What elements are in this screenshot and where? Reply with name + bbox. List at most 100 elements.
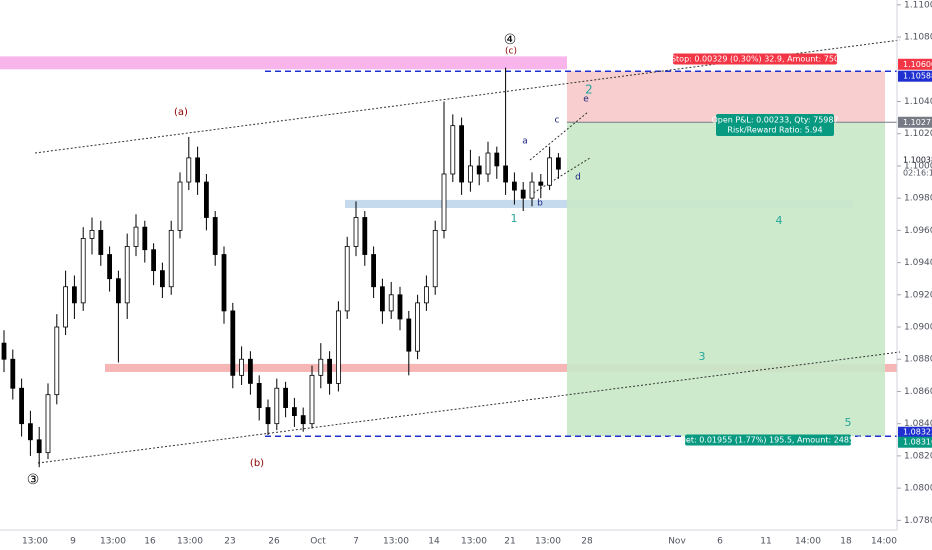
candle-body: [520, 189, 526, 199]
candle-body: [371, 254, 377, 288]
y-tick-label: 1.08000: [904, 484, 932, 494]
candle-body: [203, 181, 209, 218]
pnl-label: Open P&L: 0.00233, Qty: 75987: [711, 116, 838, 125]
triangle-upper: [529, 111, 589, 161]
candle-body: [239, 358, 245, 376]
candle-body: [406, 318, 412, 352]
stop-label: Stop: 0.00329 (0.30%) 32.9, Amount: 750: [671, 55, 839, 64]
wave-label: d: [575, 173, 581, 183]
candle-body: [256, 383, 262, 408]
price-label: 1.08322: [903, 428, 932, 437]
wave-label: 3: [699, 350, 706, 363]
target-label: Target: 0.01955 (1.77%) 195.5, Amount: 2…: [668, 436, 867, 445]
price-label: 1.10588: [903, 72, 932, 81]
candle-body: [265, 407, 271, 425]
x-tick-label: 11: [760, 537, 771, 547]
price-label-bg: [898, 426, 932, 438]
candle-body: [274, 387, 280, 425]
wave-label: e: [583, 95, 589, 105]
wave-label: ④: [504, 32, 517, 48]
candle-body: [450, 125, 456, 175]
candle-body: [133, 226, 139, 247]
price-label-bg: [898, 116, 932, 128]
candle-body: [116, 278, 121, 304]
wave-label: (c): [505, 47, 517, 57]
candle-body: [344, 246, 350, 312]
candle-body: [27, 423, 33, 441]
price-label-bg: [898, 436, 932, 448]
candle-body: [397, 294, 403, 320]
channel-lower: [37, 351, 901, 464]
candle-body: [459, 125, 465, 183]
zone: [0, 56, 567, 70]
y-tick-label: 1.10800: [904, 33, 932, 43]
x-tick-label: 18: [840, 537, 852, 547]
candle-body: [318, 358, 324, 376]
x-tick-label: 28: [581, 537, 593, 547]
candle-body: [309, 374, 315, 425]
wave-label: 1: [511, 212, 518, 225]
candle-body: [415, 302, 421, 352]
y-tick-label: 1.07800: [904, 516, 932, 526]
wave-label: 5: [845, 416, 852, 429]
candle-body: [441, 173, 447, 231]
y-tick-label: 1.08400: [904, 419, 932, 429]
candle-body: [388, 294, 394, 312]
candle-body: [63, 286, 68, 328]
candle-body: [494, 152, 500, 167]
candle-body: [512, 181, 517, 191]
candle-body: [230, 310, 236, 376]
candle-body: [353, 217, 359, 247]
candle-body: [124, 246, 130, 304]
candle-body: [186, 157, 192, 183]
x-tick-label: 14:00: [871, 537, 897, 547]
y-tick-label: 1.08600: [904, 387, 932, 397]
candle-body: [556, 157, 561, 170]
y-tick-label: 1.09200: [904, 290, 932, 300]
wave-label: a: [522, 137, 528, 147]
candle-body: [212, 217, 218, 255]
x-tick-label: 7: [353, 537, 359, 547]
candle-body: [80, 238, 86, 304]
candle-body: [159, 270, 165, 288]
candle-body: [221, 254, 227, 312]
stop-label-bg: [673, 53, 837, 65]
x-tick-label: 16: [144, 537, 156, 547]
zone: [105, 363, 897, 372]
y-tick-label: 1.09000: [904, 323, 932, 333]
x-tick-label: 6: [717, 537, 723, 547]
candle-body: [10, 358, 16, 389]
x-tick-label: 13:00: [22, 537, 48, 547]
candle-body: [283, 387, 289, 408]
y-tick-label: 1.09800: [904, 194, 932, 204]
x-tick-label: Oct: [310, 537, 326, 547]
y-tick-label: 1.08800: [904, 355, 932, 365]
candle-body: [247, 358, 253, 384]
candle-body: [291, 407, 297, 417]
wave-label: (b): [250, 458, 264, 469]
countdown: 02:16:12: [903, 168, 932, 177]
target-label-bg: [685, 434, 851, 446]
x-tick-label: 9: [70, 537, 76, 547]
x-tick-label: 13:00: [535, 537, 561, 547]
x-tick-label: 13:00: [177, 537, 203, 547]
price-label-bg: [898, 58, 932, 70]
candle-body: [423, 286, 429, 304]
rr-label: Risk/Reward Ratio: 5.94: [727, 126, 822, 135]
x-tick-label: 13:00: [100, 537, 126, 547]
candle-body: [327, 358, 333, 384]
x-tick-label: 14:00: [795, 537, 821, 547]
x-tick-label: 23: [224, 537, 235, 547]
price-label-bg: [898, 154, 932, 166]
y-tick-label: 1.10200: [904, 129, 932, 139]
y-tick-label: 1.09400: [904, 258, 932, 268]
price-label: 1.08316: [903, 438, 932, 447]
candle-body: [177, 181, 183, 231]
x-tick-label: 26: [268, 537, 280, 547]
candle-body: [195, 157, 201, 183]
candle-body: [547, 157, 552, 186]
candle-body: [362, 217, 368, 255]
y-tick-label: 1.10000: [904, 161, 932, 171]
